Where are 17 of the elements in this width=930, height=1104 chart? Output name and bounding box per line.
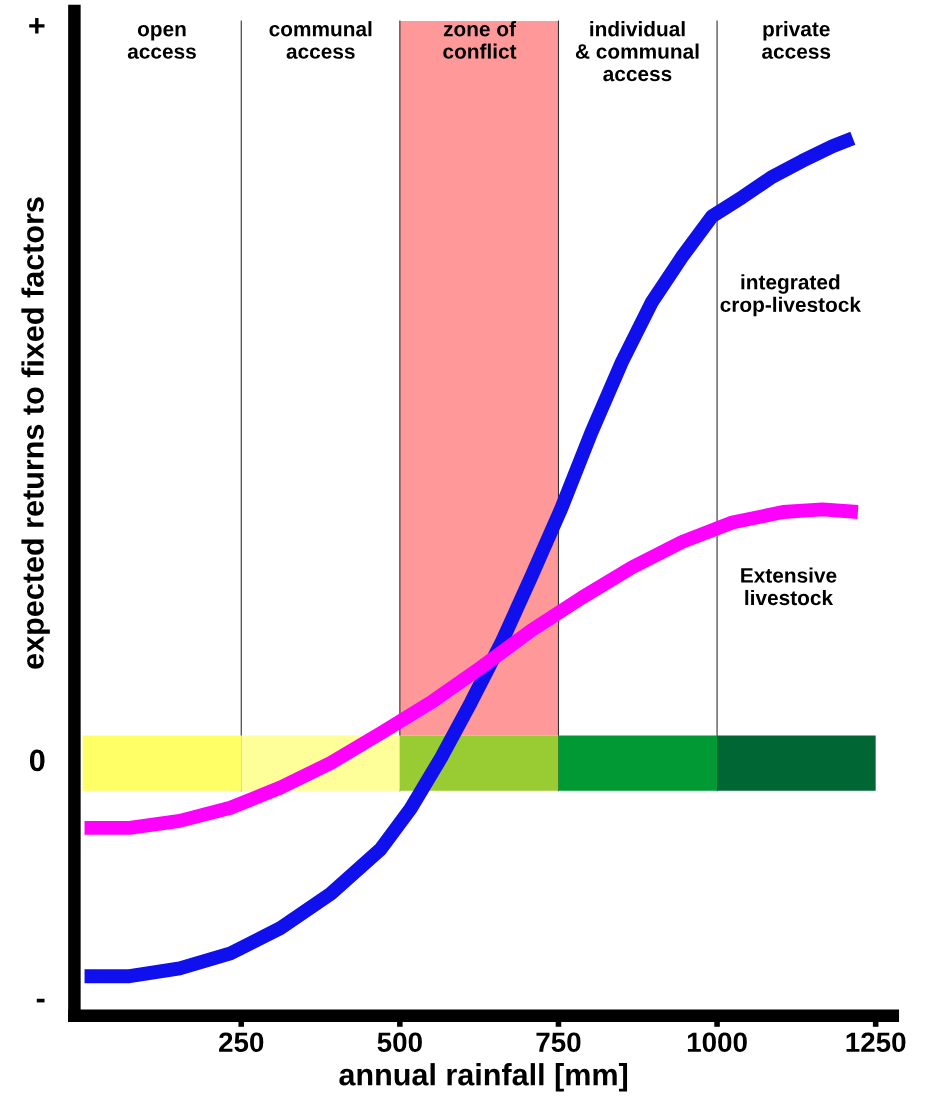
x-tick-label: 750 bbox=[536, 1032, 581, 1053]
text: 0 bbox=[29, 749, 45, 772]
x-tick-label: 1000 bbox=[687, 1032, 747, 1053]
text: zone of conflict bbox=[443, 21, 517, 59]
text: individual & communal access bbox=[575, 21, 699, 82]
y-axis-title: expected returns to fixed factors bbox=[21, 197, 50, 669]
text: Extensive livestock bbox=[741, 567, 837, 606]
text: communal access bbox=[269, 21, 372, 59]
series-label: integrated crop-livestock bbox=[720, 274, 861, 317]
x-tick-label: 250 bbox=[219, 1032, 264, 1053]
text: - bbox=[36, 998, 45, 1003]
x-tick-label: 500 bbox=[377, 1032, 422, 1053]
text: private access bbox=[762, 21, 831, 59]
x-tick-label: 1250 bbox=[846, 1032, 906, 1053]
x-axis-title: annual rainfall [mm] bbox=[339, 1063, 628, 1092]
text: + bbox=[29, 18, 45, 34]
text: open access bbox=[127, 24, 196, 59]
